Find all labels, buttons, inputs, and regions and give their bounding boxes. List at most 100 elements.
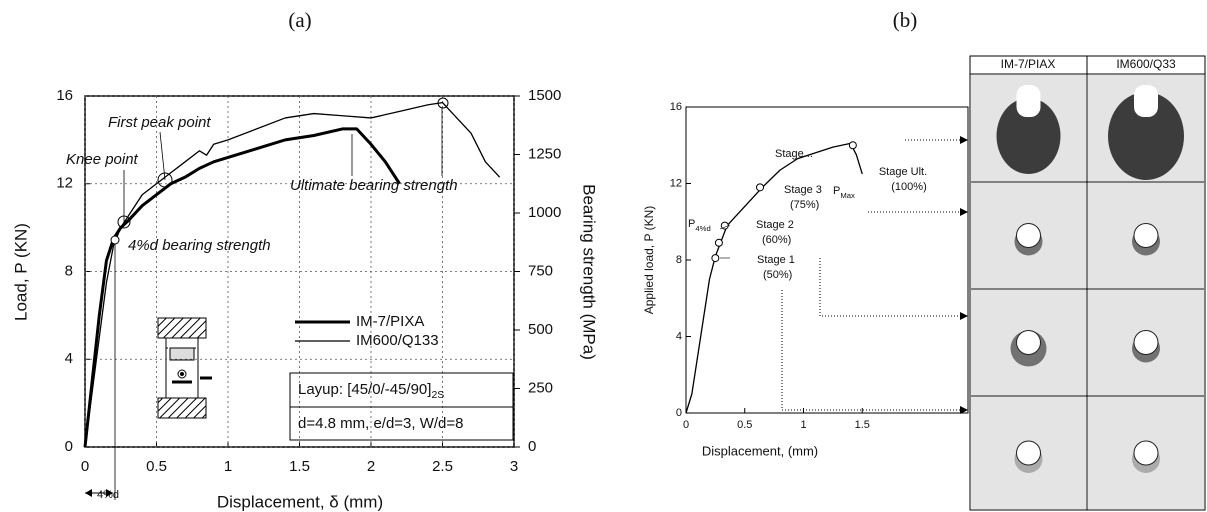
arrowhead [960,136,968,144]
damage [1108,92,1184,180]
x-axis-label: Displacement, δ (mm) [217,492,383,511]
decoration [157,172,173,188]
hole [1016,330,1041,355]
decoration [289,406,514,441]
y2-axis-label: Bearing strength (MPa) [580,184,599,360]
annotation-text: d=4.8 mm, e/d=3, W/d=8 [298,415,464,432]
y-tick-label: 16 [670,101,682,113]
annotation: (60%) [762,234,791,246]
x-tick-label: 2 [367,458,375,475]
y2-tick-label: 1500 [528,87,561,104]
annotation-text: P [688,218,695,230]
decoration [819,258,960,317]
hole [1016,223,1041,248]
y2-tick-label: 1000 [528,204,561,221]
y2-tick-label: 500 [528,321,553,338]
y-tick-label: 12 [670,177,682,189]
annotation: First peak point [108,114,211,131]
y-tick-label: 12 [56,175,73,192]
y-tick-label: 4 [65,350,73,367]
stage-marker [756,183,765,192]
annotation: Stage 2 [756,219,794,231]
y-tick-label: 16 [56,87,73,104]
annotation-text: 4%d bearing strength [128,237,271,254]
stage-marker [711,254,720,263]
y-axis-label: Applied load, P (KN) [642,206,656,315]
y-tick-label: 4 [676,330,682,342]
hole [1016,440,1041,466]
x-tick-label: 0 [81,458,89,475]
decoration [437,97,449,109]
y2-tick-label: 250 [528,379,553,396]
decoration [159,131,166,181]
pin [1134,85,1158,117]
legend-label: IM600/Q133 [356,332,439,349]
decoration [781,290,960,411]
x-tick-label: 2.5 [432,458,453,475]
annotation: (75%) [790,199,819,211]
annotation-subscript: 2S [431,389,444,401]
annotation-text: Knee point [66,151,139,168]
series-line [83,127,401,448]
annotation: Stage Ult. [879,166,927,178]
x-tick-label: 1.5 [289,458,310,475]
x-tick-label: 1 [800,419,806,431]
annotation: Ultimate bearing strength [290,177,458,194]
annotation: 4%d bearing strength [128,237,271,254]
annotation-text: First peak point [108,114,211,131]
panel-label: (b) [893,8,918,32]
y-tick-label: 0 [676,407,682,419]
annotation: Knee point [66,151,139,168]
x-tick-label: 0 [683,419,689,431]
annotation-text: Ultimate bearing strength [290,177,458,194]
decoration [117,215,131,229]
y2-tick-label: 0 [528,438,536,455]
panel-label: (a) [288,8,311,32]
specimen-sketch [157,317,212,419]
y-tick-label: 8 [676,254,682,266]
annotation: (50%) [763,269,792,281]
annotation: PMax [833,185,855,200]
plot-frame [685,106,969,414]
image-column-header: IM600/Q33 [1116,57,1176,71]
arrowhead [960,312,968,320]
series-line [685,142,863,414]
annotation: Layup: [45/0/-45/90]2S [298,381,444,401]
annotation-text: Layup: [45/0/-45/90] [298,381,431,398]
annotation: Stage 3 [784,184,822,196]
y2-tick-label: 1250 [528,145,561,162]
y-tick-label: 0 [65,438,73,455]
x-tick-label: 3 [510,458,518,475]
annotation-subscript: 4%d [695,224,710,233]
image-column-header: IM-7/PIAX [1001,57,1056,71]
annotation-subscript: Max [840,191,855,200]
hole [1133,223,1159,248]
decoration [719,224,731,230]
annotation: Stage... [775,148,813,160]
x-tick-label: 1.5 [855,419,870,431]
x-axis-label: Displacement, (mm) [702,443,818,458]
arrowhead [85,489,92,497]
legend-label: IM-7/PIXA [356,313,424,330]
y2-tick-label: 750 [528,262,553,279]
y-axis-label: Load, P (KN) [11,223,30,321]
pin [1016,85,1041,117]
hole [1133,440,1159,466]
x-tick-label: 1 [224,458,232,475]
y-tick-label: 8 [65,262,73,279]
arrowhead [106,489,113,497]
arrowhead [960,208,968,216]
annotation: Stage 1 [757,254,795,266]
annotation: d=4.8 mm, e/d=3, W/d=8 [298,415,464,432]
stage-marker [848,141,857,150]
arrowhead [960,406,968,414]
x-tick-label: 0.5 [737,419,752,431]
annotation-text: P [833,185,840,197]
decoration [110,235,120,245]
damage [996,98,1061,174]
hole [1133,330,1159,355]
annotation: P4%d [688,218,711,233]
annotation: (100%) [891,181,926,193]
stage-marker [714,238,723,247]
